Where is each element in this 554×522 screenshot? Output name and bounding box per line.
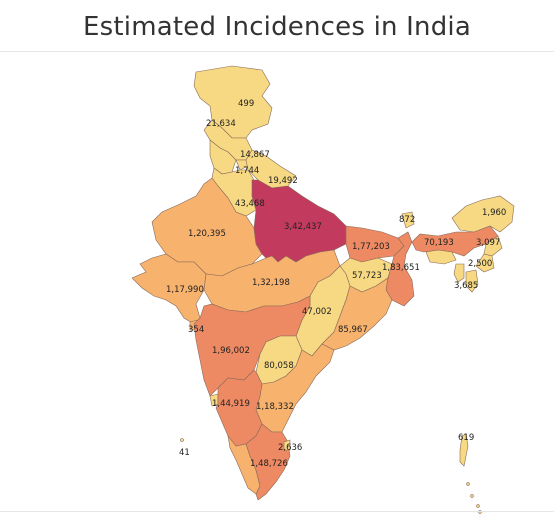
label-west-bengal: 1,83,651 xyxy=(382,263,420,273)
region-mizoram[interactable] xyxy=(465,269,479,293)
label-rajasthan: 1,20,395 xyxy=(188,229,226,239)
label-odisha: 85,967 xyxy=(338,325,368,335)
region-gujarat[interactable] xyxy=(131,253,207,325)
label-arunachal-pradesh: 1,960 xyxy=(482,208,506,218)
label-telangana: 80,058 xyxy=(264,361,294,371)
page-title: Estimated Incidences in India xyxy=(83,12,471,42)
bottom-divider xyxy=(0,511,554,512)
label-meghalaya: 3,097 xyxy=(476,238,500,248)
label-andaman-nicobar: 619 xyxy=(458,433,474,443)
region-uttar-pradesh[interactable] xyxy=(251,179,347,263)
label-uttarakhand: 19,492 xyxy=(268,176,298,186)
region-nagaland[interactable] xyxy=(483,235,503,257)
region-puducherry[interactable] xyxy=(283,439,291,451)
region-andaman-islet-3[interactable] xyxy=(476,504,480,508)
label-puducherry: 2,636 xyxy=(278,443,302,453)
region-odisha[interactable] xyxy=(321,277,393,351)
region-meghalaya[interactable] xyxy=(425,249,457,265)
region-tamil-nadu[interactable] xyxy=(245,423,291,501)
label-chhattisgarh: 47,002 xyxy=(302,307,332,317)
label-bihar: 1,77,203 xyxy=(352,242,390,252)
label-tamil-nadu: 1,48,726 xyxy=(250,459,288,469)
label-jharkhand: 57,723 xyxy=(352,271,382,281)
label-uttar-pradesh: 3,42,437 xyxy=(284,222,322,232)
title-bar: Estimated Incidences in India xyxy=(0,0,554,52)
region-andaman-nicobar[interactable] xyxy=(459,433,469,467)
region-jammu-kashmir[interactable] xyxy=(193,65,273,139)
india-choropleth-map: 499 21,634 14,867 1,744 19,492 43,468 3,… xyxy=(131,65,515,514)
region-andaman-islet-1[interactable] xyxy=(466,482,470,486)
label-mizoram: 3,685 xyxy=(454,281,478,291)
label-punjab: 14,867 xyxy=(240,150,270,160)
label-daman-diu: 354 xyxy=(188,325,204,335)
map-area: 499 21,634 14,867 1,744 19,492 43,468 3,… xyxy=(0,53,554,518)
label-himachal-pradesh: 21,634 xyxy=(206,119,236,129)
label-andhra-pradesh: 1,18,332 xyxy=(256,402,294,412)
region-sikkim[interactable] xyxy=(401,211,415,229)
region-manipur[interactable] xyxy=(475,253,495,273)
region-west-bengal[interactable] xyxy=(385,231,415,307)
label-madhya-pradesh: 1,32,198 xyxy=(252,278,290,288)
label-karnataka: 1,44,919 xyxy=(212,399,250,409)
region-arunachal-pradesh[interactable] xyxy=(451,195,515,233)
region-lakshadweep[interactable] xyxy=(180,438,184,442)
region-andaman-islet-2[interactable] xyxy=(470,494,474,498)
label-chandigarh: 1,744 xyxy=(235,166,259,176)
label-manipur: 2,500 xyxy=(468,259,492,269)
label-gujarat: 1,17,990 xyxy=(166,285,204,295)
region-tripura[interactable] xyxy=(453,263,465,283)
label-sikkim: 872 xyxy=(399,215,415,225)
label-haryana: 43,468 xyxy=(235,199,265,209)
label-jammu-kashmir: 499 xyxy=(238,99,254,109)
label-maharashtra: 1,96,002 xyxy=(212,346,250,356)
label-lakshadweep: 41 xyxy=(179,448,190,458)
label-assam: 70,193 xyxy=(424,238,454,248)
